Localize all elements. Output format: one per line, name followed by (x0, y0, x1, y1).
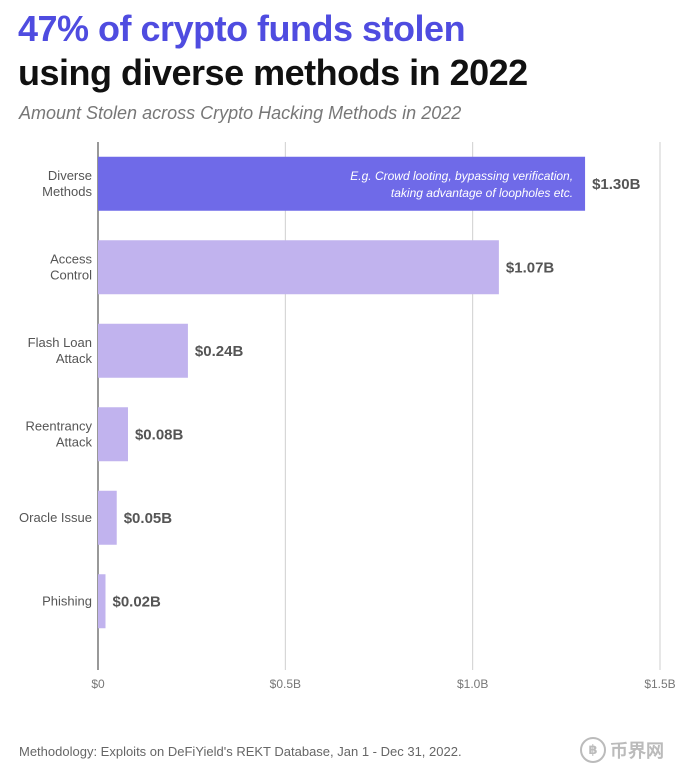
category-label: Diverse (48, 168, 92, 183)
bar (98, 407, 128, 462)
bar (98, 490, 117, 545)
bar-value-label: $0.24B (195, 343, 244, 360)
title-line-2: using diverse methods in 2022 (18, 52, 528, 93)
bar (98, 574, 106, 629)
x-tick-label: $0 (91, 677, 105, 691)
bar-annotation: taking advantage of loopholes etc. (391, 186, 573, 200)
bar (98, 240, 499, 295)
bar-value-label: $1.30B (592, 176, 641, 193)
bar-value-label: $1.07B (506, 259, 555, 276)
x-tick-label: $1.5B (644, 677, 675, 691)
watermark-logo-icon: ฿ (580, 737, 606, 763)
category-label: Reentrancy (26, 418, 93, 433)
watermark: ฿ 币界网 (580, 737, 664, 763)
methodology-note: Methodology: Exploits on DeFiYield's REK… (19, 744, 462, 759)
category-label: Attack (56, 351, 93, 366)
watermark-text: 币界网 (610, 741, 664, 761)
category-label: Methods (42, 184, 92, 199)
bar-annotation: E.g. Crowd looting, bypassing verificati… (350, 169, 573, 183)
category-label: Access (50, 251, 92, 266)
x-tick-label: $0.5B (270, 677, 301, 691)
category-label: Oracle Issue (19, 510, 92, 525)
bar-value-label: $0.05B (124, 510, 173, 527)
category-label: Control (50, 267, 92, 282)
bar (98, 323, 188, 378)
bar (98, 156, 586, 211)
chart-subtitle: Amount Stolen across Crypto Hacking Meth… (19, 103, 462, 123)
bar-value-label: $0.02B (112, 593, 161, 610)
title-line-1: 47% of crypto funds stolen (18, 8, 466, 49)
category-label: Phishing (42, 593, 92, 608)
category-label: Flash Loan (28, 335, 92, 350)
x-tick-label: $1.0B (457, 677, 488, 691)
bar-value-label: $0.08B (135, 426, 184, 443)
category-label: Attack (56, 434, 93, 449)
